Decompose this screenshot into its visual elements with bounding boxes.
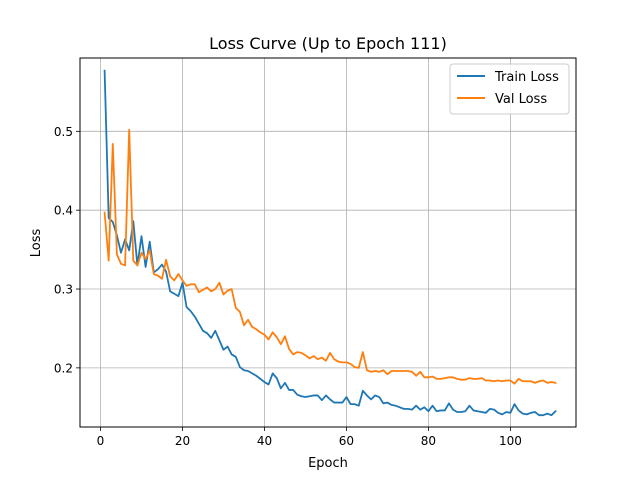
grid: [80, 58, 576, 427]
series-layer: [103, 69, 557, 417]
y-tick-label: 0.4: [54, 204, 73, 218]
series-line-val-loss: [103, 128, 557, 385]
axis-ticks: 0 20 40 60 80 100 0.2 0.3 0.4 0.5: [54, 125, 522, 448]
y-tick-label: 0.5: [54, 125, 73, 139]
plot-area-frame: [79, 57, 577, 428]
legend-label-train-loss: Train Loss: [494, 70, 559, 85]
chart-title: Loss Curve (Up to Epoch 111): [209, 34, 447, 53]
x-axis-label: Epoch: [308, 456, 348, 471]
x-tick-label: 40: [257, 434, 272, 448]
legend: Train Loss Val Loss: [449, 63, 570, 115]
x-tick-label: 20: [175, 434, 190, 448]
y-axis-label: Loss: [29, 229, 44, 258]
x-tick-label: 80: [421, 434, 436, 448]
x-tick-label: 0: [97, 434, 105, 448]
series-line-train-loss: [103, 69, 557, 417]
x-tick-label: 60: [339, 434, 354, 448]
y-tick-label: 0.3: [54, 283, 73, 297]
x-tick-label: 100: [499, 434, 522, 448]
y-tick-label: 0.2: [54, 361, 73, 375]
legend-label-val-loss: Val Loss: [495, 92, 547, 107]
